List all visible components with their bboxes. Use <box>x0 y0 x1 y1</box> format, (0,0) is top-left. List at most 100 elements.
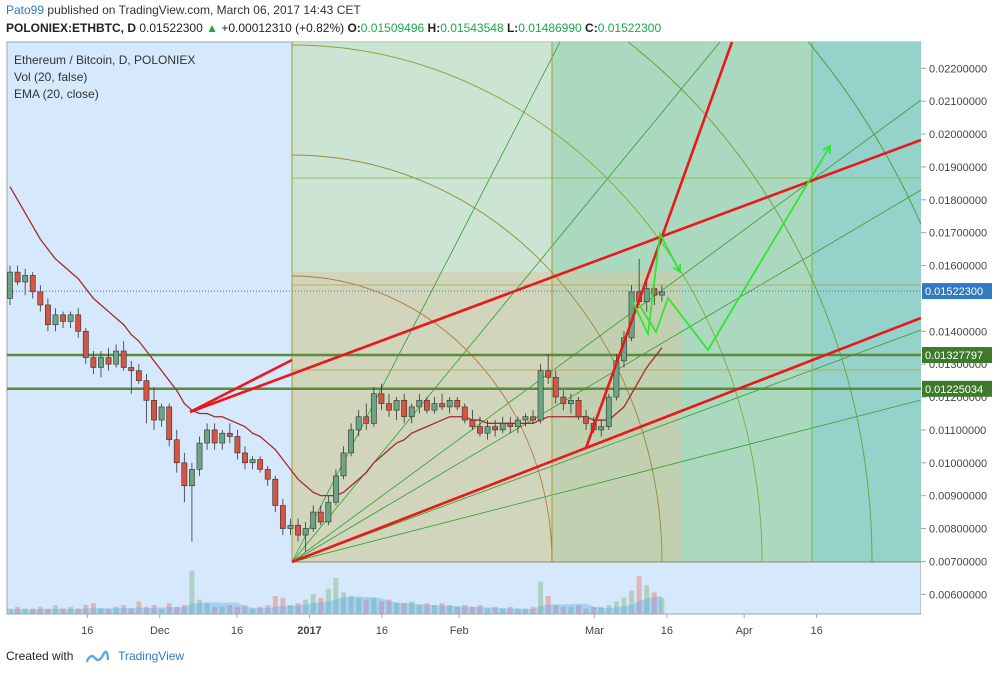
candle-body <box>552 377 559 398</box>
volume-bar <box>90 603 96 614</box>
candle-body <box>173 439 180 464</box>
volume-bar <box>416 605 422 614</box>
fib-zone-warm <box>292 272 682 562</box>
candle-body <box>219 432 226 444</box>
price-chart[interactable]: 0.02200000 0.02100000 0.02000000 0.01900000… <box>0 40 1000 640</box>
volume-bar <box>545 596 551 614</box>
candlesticks <box>7 258 665 552</box>
projection-path[interactable] <box>639 145 831 352</box>
candle-body <box>113 350 120 365</box>
candle-body <box>658 291 665 296</box>
candle-body <box>492 426 499 431</box>
time-tick-label: 16 <box>810 625 822 637</box>
price-tick-label: 0.01600000 <box>929 261 987 273</box>
candle-body <box>158 406 165 421</box>
candle-body <box>22 275 29 283</box>
volume-bar <box>303 599 309 614</box>
close-value: 0.01522300 <box>597 21 662 35</box>
volume-bar <box>356 597 362 614</box>
volume-bar <box>659 597 665 614</box>
volume-bar <box>583 608 589 614</box>
volume-bar <box>621 597 627 614</box>
trendline[interactable] <box>189 138 921 414</box>
volume-bar <box>15 606 21 614</box>
volume-bar <box>424 603 430 614</box>
volume-bar <box>242 605 248 614</box>
fan-arc <box>291 154 663 563</box>
candle-body <box>408 406 415 418</box>
trendline[interactable] <box>189 358 293 414</box>
time-tick-label: 16 <box>376 625 388 637</box>
volume-bar <box>310 594 316 614</box>
candle-body <box>333 475 339 503</box>
volume-bar <box>606 605 612 614</box>
open-value: 0.01509496 <box>360 21 425 35</box>
volume-bar <box>325 588 331 614</box>
price-scale[interactable]: 0.02200000 0.02100000 0.02000000 0.01900000… <box>921 42 1000 614</box>
candle-body <box>522 416 529 421</box>
candle-body <box>507 423 514 427</box>
low-label: L: <box>506 21 519 35</box>
author-link[interactable]: Pato99 <box>6 3 45 17</box>
candle-body <box>98 357 104 368</box>
time-scale[interactable]: 16 Dec 16 2017 16 Feb Mar 16 Apr 16 <box>81 614 823 637</box>
fan-arc <box>291 44 763 563</box>
publish-header: Pato99 published on TradingView.com, Mar… <box>6 3 361 17</box>
volume-bar <box>219 606 225 614</box>
high-label: H: <box>427 21 441 35</box>
time-tick-label: Apr <box>736 625 753 637</box>
volume-bar <box>151 605 157 614</box>
price-tick-label: 0.02100000 <box>929 96 987 108</box>
candle-body <box>44 304 51 326</box>
price-tag <box>922 347 992 364</box>
volume-bar <box>447 605 453 614</box>
time-tick-label: Feb <box>450 625 469 637</box>
volume-bar <box>507 606 513 614</box>
volume-bar <box>591 606 597 614</box>
time-tick-label: Dec <box>150 625 170 637</box>
volume-bar <box>37 606 43 614</box>
candle-body <box>499 423 506 431</box>
candle-body <box>14 271 21 283</box>
candle-body <box>143 380 150 401</box>
horizontal-levels <box>7 353 921 391</box>
volume-bar <box>287 605 293 614</box>
candle-body <box>393 400 400 411</box>
volume-bar <box>576 605 581 614</box>
legend-ema: EMA (20, close) <box>14 87 99 101</box>
volume-bar <box>166 603 172 614</box>
volume-bar <box>272 596 278 614</box>
candle-body <box>643 288 650 303</box>
price-tag <box>922 380 992 397</box>
volume-bar <box>75 608 81 614</box>
projection-arrows[interactable] <box>631 144 831 352</box>
volume-bar <box>83 605 89 614</box>
candle-body <box>166 406 173 441</box>
price-tick-label: 0.00900000 <box>929 491 987 503</box>
candle-body <box>545 370 552 378</box>
tradingview-link[interactable]: TradingView <box>118 649 185 664</box>
volume-bar <box>378 601 384 614</box>
price-tick-label: 0.00600000 <box>929 589 987 601</box>
volume-bar <box>629 590 635 614</box>
candle-body <box>120 350 127 368</box>
volume-bar <box>469 606 475 614</box>
candle-body <box>105 357 112 365</box>
projection-path[interactable] <box>631 231 681 338</box>
volume-bar <box>371 597 377 614</box>
volume-bar <box>189 570 195 614</box>
time-tick-label: 16 <box>231 625 243 637</box>
candle-body <box>568 400 574 404</box>
fan-line <box>291 399 921 563</box>
volume-bar <box>68 606 74 614</box>
candle-body <box>583 416 589 424</box>
time-tick-label: 16 <box>81 625 93 637</box>
price-tag-label: 0.01225034 <box>925 384 983 396</box>
price-scale-bg <box>921 42 1000 614</box>
price-change: +0.00012310 (+0.82%) <box>221 21 345 35</box>
open-label: O: <box>347 21 361 35</box>
volume-bar <box>485 608 491 614</box>
trendline[interactable] <box>291 316 921 564</box>
volume-bar <box>598 606 604 614</box>
volume-bars <box>7 570 665 614</box>
